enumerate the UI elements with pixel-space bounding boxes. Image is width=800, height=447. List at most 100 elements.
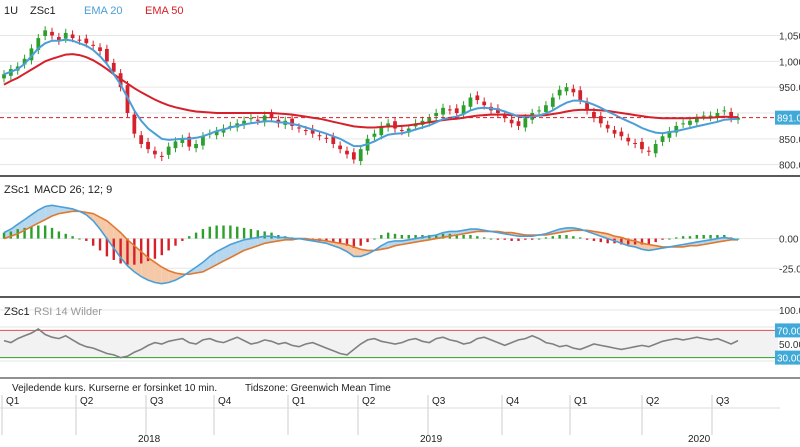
candle-body bbox=[221, 128, 226, 133]
candle-body bbox=[393, 121, 397, 129]
macd-histogram-bar bbox=[256, 230, 260, 239]
macd-histogram-bar bbox=[174, 238, 177, 246]
macd-fill bbox=[52, 205, 59, 216]
macd-histogram-bar bbox=[98, 238, 102, 251]
candle-body bbox=[324, 137, 329, 139]
candle-body bbox=[70, 34, 75, 39]
price-panel: 891.00 bbox=[0, 26, 800, 166]
candle-body bbox=[139, 135, 144, 144]
macd-histogram-bar bbox=[654, 238, 657, 243]
candle-body bbox=[63, 32, 68, 39]
ema20-legend: EMA 20 bbox=[84, 5, 123, 17]
ema50-legend: EMA 50 bbox=[145, 5, 184, 17]
year-label: 2019 bbox=[420, 434, 443, 445]
quarter-label: Q2 bbox=[646, 396, 660, 407]
candle-body bbox=[482, 101, 487, 106]
candle-body bbox=[427, 118, 432, 123]
macd-fill bbox=[230, 242, 238, 258]
macd-histogram-bar bbox=[366, 238, 369, 243]
macd-fill bbox=[100, 217, 107, 239]
macd-histogram-bar bbox=[85, 238, 88, 241]
macd-histogram-bar bbox=[105, 238, 109, 257]
candle-body bbox=[317, 135, 322, 137]
macd-histogram-bar bbox=[510, 238, 513, 241]
rsi-lower-badge bbox=[775, 350, 800, 365]
macd-histogram-bar bbox=[627, 238, 630, 245]
macd-symbol-label: ZSc1 bbox=[4, 184, 30, 196]
macd-histogram-bar bbox=[681, 236, 685, 239]
rsi-title: RSI 14 Wilder bbox=[34, 306, 102, 318]
macd-fill bbox=[196, 262, 203, 273]
macd-fill bbox=[148, 257, 155, 283]
macd-histogram-bar bbox=[242, 227, 246, 239]
candle-body bbox=[379, 125, 384, 136]
macd-histogram-bar bbox=[606, 238, 609, 244]
macd-fill bbox=[141, 251, 149, 281]
quarter-label: Q4 bbox=[218, 396, 232, 407]
macd-histogram-bar bbox=[482, 237, 486, 239]
macd-histogram-bar bbox=[229, 225, 232, 239]
rsi-y-tick: 100.00 bbox=[779, 306, 800, 317]
macd-histogram-bar bbox=[23, 227, 26, 239]
candle-body bbox=[516, 121, 521, 126]
ema20-line bbox=[3, 38, 739, 148]
candle-body bbox=[338, 145, 343, 150]
candle-body bbox=[132, 114, 137, 134]
timezone-notice: Tidszone: Greenwich Mean Time bbox=[245, 383, 391, 394]
candle-body bbox=[447, 109, 452, 111]
candle-body bbox=[496, 108, 500, 113]
quarter-label: Q3 bbox=[150, 396, 164, 407]
candle-body bbox=[571, 88, 576, 93]
rsi-band bbox=[0, 330, 778, 358]
candle-body bbox=[660, 136, 665, 142]
macd-histogram-bar bbox=[236, 226, 239, 239]
macd-histogram-bar bbox=[469, 235, 472, 239]
macd-histogram-bar bbox=[37, 225, 40, 239]
candle-body bbox=[56, 37, 61, 41]
candle-body bbox=[2, 74, 6, 79]
macd-histogram-bar bbox=[57, 231, 61, 239]
candle-body bbox=[331, 136, 336, 144]
candle-body bbox=[84, 38, 89, 44]
candle-body bbox=[105, 48, 109, 62]
macd-histogram-bar bbox=[400, 235, 404, 239]
macd-histogram-bar bbox=[249, 229, 253, 239]
macd-signal-line bbox=[3, 210, 738, 276]
macd-fill bbox=[202, 256, 210, 272]
candle-body bbox=[153, 150, 157, 155]
macd-histogram-bar bbox=[709, 235, 712, 239]
candle-body bbox=[214, 131, 219, 136]
macd-panel bbox=[2, 204, 740, 285]
macd-histogram-bar bbox=[414, 235, 417, 239]
macd-histogram-bar bbox=[517, 238, 520, 241]
price-y-tick: 950.00 bbox=[779, 83, 800, 94]
candle-body bbox=[578, 90, 583, 101]
candle-body bbox=[290, 118, 295, 126]
candle-body bbox=[694, 118, 699, 123]
macd-histogram-bar bbox=[393, 233, 397, 239]
candle-body bbox=[441, 107, 445, 115]
candle-body bbox=[146, 141, 150, 150]
macd-fill bbox=[93, 213, 101, 230]
macd-fill bbox=[168, 270, 176, 283]
macd-histogram-bar bbox=[338, 238, 342, 244]
rsi-legend: ZSc1 RSI 14 Wilder bbox=[4, 306, 102, 318]
macd-legend: ZSc1 MACD 26; 12; 9 bbox=[4, 184, 112, 196]
macd-histogram-bar bbox=[359, 238, 362, 246]
candle-body bbox=[194, 144, 198, 149]
macd-histogram-bar bbox=[565, 235, 568, 239]
candle-body bbox=[619, 131, 624, 137]
footer: Vejledende kurs. Kurserne er forsinket 1… bbox=[0, 383, 780, 445]
candle-body bbox=[43, 30, 48, 37]
candle-body bbox=[646, 150, 651, 152]
candle-body bbox=[688, 120, 692, 125]
macd-fill bbox=[127, 239, 135, 272]
macd-fill bbox=[120, 232, 128, 266]
candle-body bbox=[22, 58, 27, 65]
macd-histogram-bar bbox=[661, 238, 664, 240]
candle-body bbox=[310, 129, 315, 134]
quarter-label: Q4 bbox=[506, 396, 520, 407]
last-price-badge bbox=[775, 110, 800, 125]
candle-body bbox=[372, 133, 377, 137]
